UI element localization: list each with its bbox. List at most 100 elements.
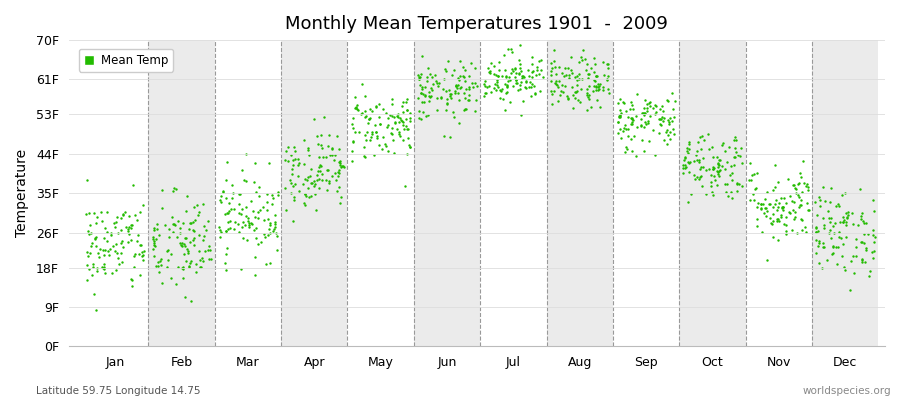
Point (247, 178, 261, 185)
Point (86, 291, 101, 298)
Point (570, 88, 584, 95)
Point (570, 73, 584, 80)
Point (592, 83, 607, 89)
Point (717, 147, 732, 154)
Point (570, 77, 584, 83)
Point (514, 79, 528, 85)
Point (392, 131, 406, 137)
Point (601, 64, 616, 71)
Point (360, 129, 374, 135)
Point (765, 234, 779, 240)
Point (501, 73, 516, 80)
Point (319, 154, 333, 161)
Point (321, 167, 336, 174)
Point (630, 124, 644, 130)
Point (578, 56, 592, 62)
Point (220, 210, 234, 216)
Point (499, 74, 513, 80)
Point (114, 237, 129, 244)
Point (778, 228, 793, 234)
Point (321, 132, 336, 138)
Point (523, 79, 537, 85)
Point (636, 148, 651, 154)
Point (624, 115, 638, 121)
Point (403, 144, 418, 150)
Point (384, 131, 399, 138)
Point (284, 180, 299, 186)
Point (613, 107, 627, 113)
Point (325, 152, 339, 158)
Point (800, 186, 814, 193)
Point (785, 198, 799, 204)
Point (864, 249, 878, 256)
Point (662, 98, 676, 104)
Point (166, 188, 181, 194)
Point (688, 176, 702, 182)
Point (826, 242, 841, 249)
Point (775, 205, 789, 211)
Point (548, 64, 562, 70)
Point (470, 83, 484, 89)
Point (788, 209, 802, 216)
Point (231, 210, 246, 216)
Point (855, 238, 869, 245)
Point (619, 144, 634, 150)
Point (267, 224, 282, 230)
Point (491, 84, 505, 90)
Point (314, 177, 328, 183)
Point (432, 80, 446, 86)
Point (584, 65, 598, 71)
Point (457, 67, 472, 73)
Point (100, 229, 114, 236)
Point (238, 204, 253, 210)
Point (370, 134, 384, 141)
Point (239, 177, 254, 184)
Point (614, 110, 628, 116)
Point (127, 253, 141, 259)
Point (257, 217, 272, 224)
Point (766, 210, 780, 217)
Point (729, 181, 743, 187)
Point (854, 239, 868, 245)
Point (849, 244, 863, 250)
Point (286, 144, 301, 151)
Point (151, 232, 166, 238)
Point (121, 226, 135, 233)
Point (624, 121, 638, 128)
Point (104, 230, 118, 236)
Point (831, 200, 845, 207)
Point (660, 141, 674, 148)
Point (241, 224, 256, 231)
Point (468, 80, 482, 86)
Point (97, 266, 112, 272)
Point (575, 76, 590, 82)
Point (446, 114, 461, 120)
Point (817, 225, 832, 232)
Point (746, 197, 760, 204)
Point (660, 97, 674, 103)
Point (412, 82, 427, 88)
Point (811, 242, 825, 249)
Point (549, 78, 563, 84)
Point (468, 108, 482, 114)
Point (449, 85, 464, 91)
Point (808, 198, 823, 205)
Point (855, 210, 869, 216)
Point (503, 77, 517, 83)
Point (176, 243, 190, 250)
Point (202, 246, 217, 253)
Point (102, 252, 116, 258)
Point (613, 96, 627, 102)
Point (572, 76, 586, 82)
Point (195, 258, 210, 265)
Point (184, 220, 198, 226)
Point (612, 112, 626, 119)
Point (726, 154, 741, 160)
Point (468, 65, 482, 71)
Point (503, 70, 517, 77)
Point (347, 129, 362, 135)
Point (600, 76, 615, 83)
Point (758, 196, 772, 203)
Point (334, 194, 348, 200)
Point (689, 148, 704, 154)
